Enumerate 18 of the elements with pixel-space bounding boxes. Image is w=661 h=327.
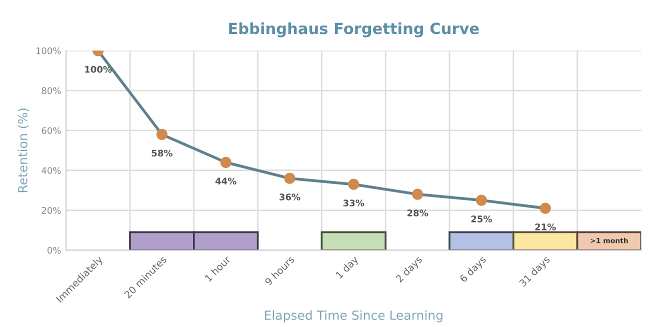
- text: 21%: [535, 224, 556, 230]
- y-tick-label: 60%: [42, 127, 61, 134]
- y-tick-label: 80%: [42, 87, 61, 94]
- text: 28%: [407, 210, 428, 216]
- y-tick-label: 100%: [36, 47, 61, 54]
- y-axis-title: Retention (%): [18, 108, 29, 192]
- text: 44%: [215, 178, 236, 184]
- chart-title: Ebbinghaus Forgetting Curve: [229, 22, 479, 38]
- text: 36%: [280, 194, 300, 200]
- text: 25%: [471, 216, 492, 222]
- y-tick-label: 40%: [42, 167, 61, 174]
- text: 100%: [85, 66, 112, 73]
- y-tick-label: 0%: [48, 246, 61, 254]
- text: 33%: [343, 200, 364, 206]
- text: 58%: [152, 150, 172, 157]
- x-tick-label: 1 day: [335, 255, 360, 280]
- x-axis-title: Elapsed Time Since Learning: [264, 310, 442, 322]
- y-tick-label: 20%: [42, 206, 61, 214]
